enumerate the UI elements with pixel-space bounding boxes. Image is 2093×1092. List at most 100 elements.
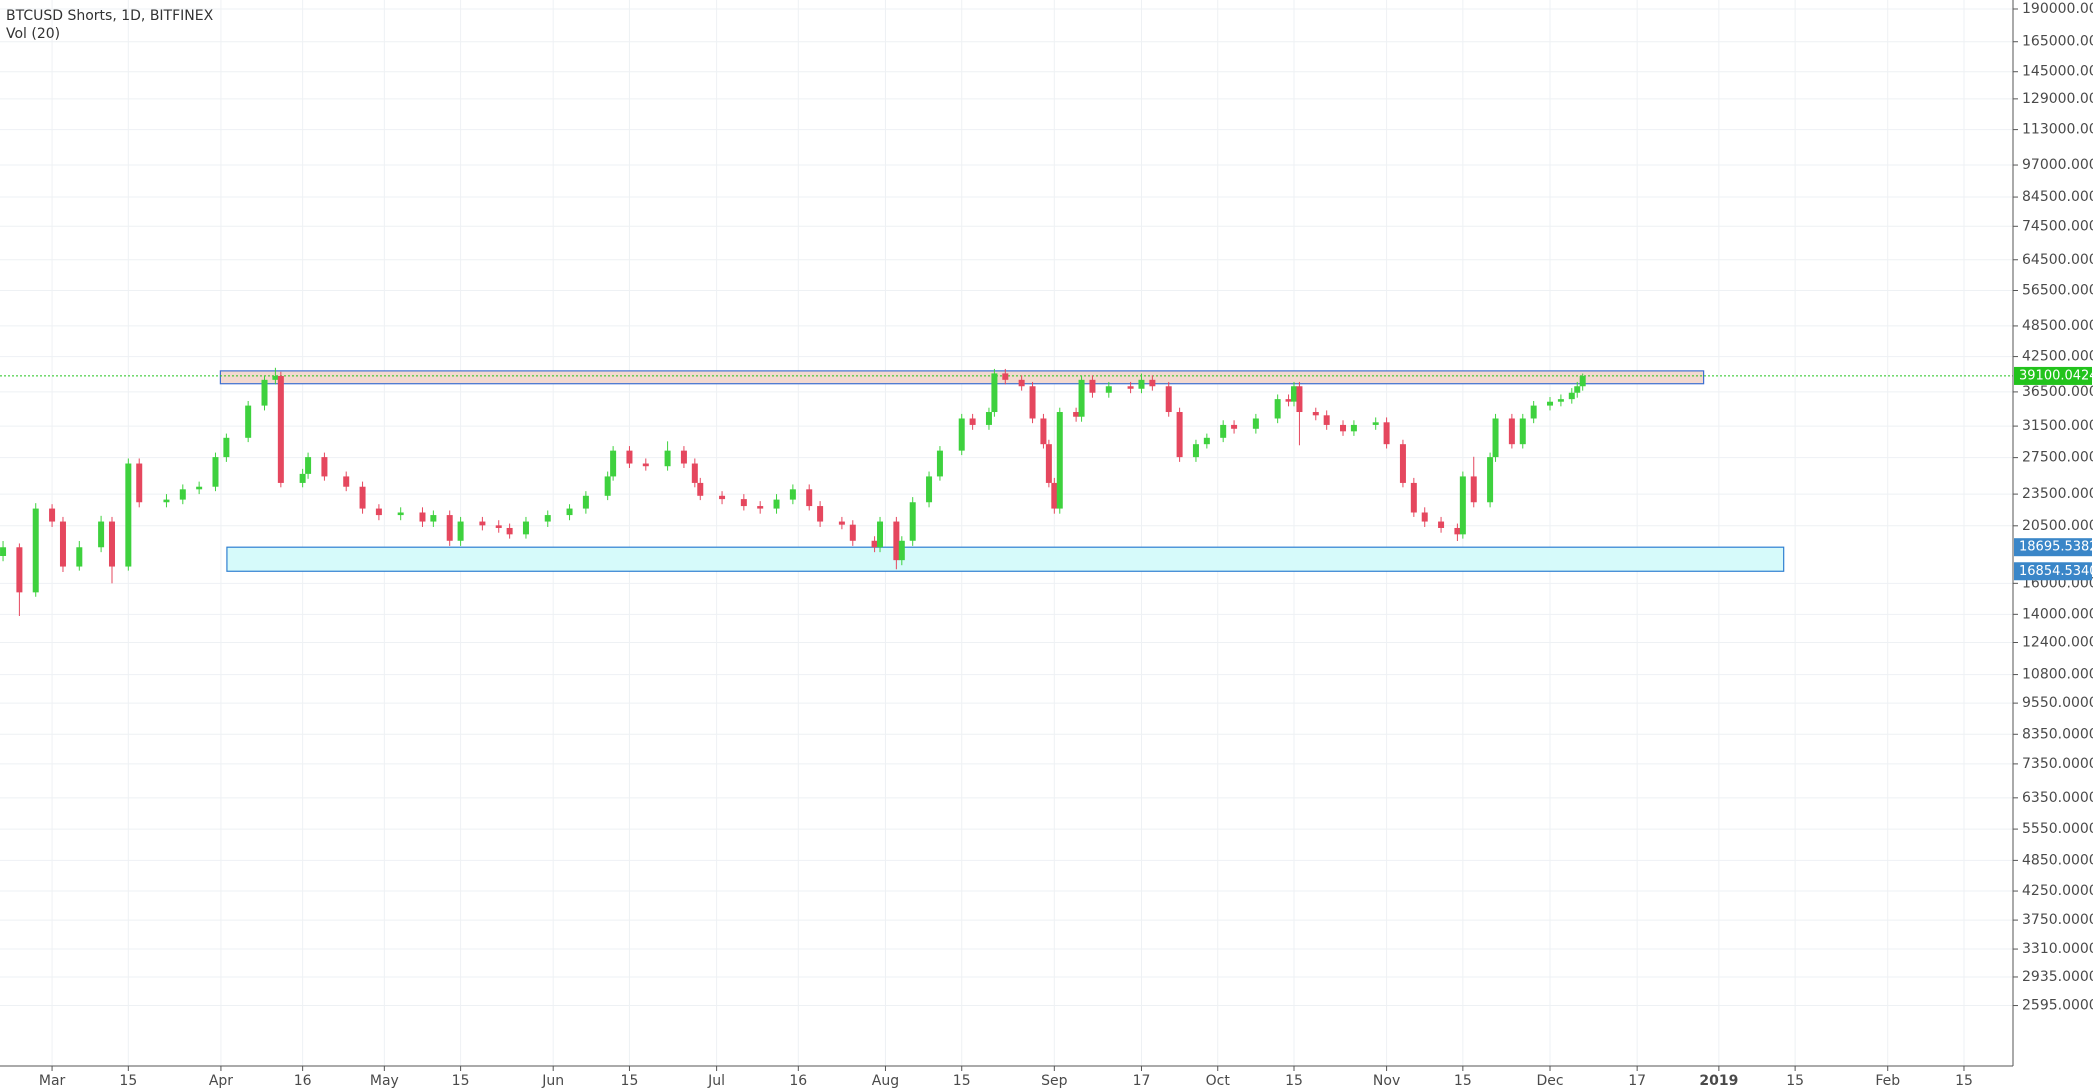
x-tick-label: 15	[621, 1073, 639, 1089]
x-tick-label: Apr	[209, 1073, 233, 1089]
candle-body	[544, 515, 551, 522]
y-tick-label: 12400.0000	[2022, 634, 2093, 650]
candle-body	[1089, 379, 1096, 393]
x-tick-label: 15	[1285, 1073, 1303, 1089]
zone-top-label-bg	[2014, 538, 2092, 557]
candle-body	[98, 521, 105, 548]
y-tick-label: 145000.0000	[2022, 64, 2093, 80]
y-tick-label: 20500.0000	[2022, 518, 2093, 534]
x-tick-label: Oct	[1206, 1073, 1231, 1089]
candle-body	[495, 525, 502, 528]
candle-body	[16, 547, 23, 593]
candle-body	[59, 521, 66, 567]
candle-body	[1002, 373, 1009, 380]
y-tick-label: 165000.0000	[2022, 34, 2093, 50]
y-tick-label: 8350.0000	[2022, 726, 2093, 742]
candle-body	[985, 412, 992, 425]
x-tick-label: 17	[1133, 1073, 1151, 1089]
zone-top-label: 18695.5382	[2019, 540, 2093, 555]
candle-body	[32, 508, 39, 593]
y-tick-label: 3310.0000	[2022, 941, 2093, 957]
candle-body	[697, 482, 704, 496]
candle-body	[1487, 457, 1494, 503]
x-tick-label: 2019	[1699, 1073, 1738, 1089]
last-price-label-bg	[2014, 366, 2092, 385]
candle-body	[740, 499, 747, 507]
x-tick-label: Sep	[1041, 1073, 1068, 1089]
zone-bottom-label: 16854.5340	[2019, 564, 2093, 579]
candle-body	[196, 486, 203, 490]
candle-body	[1350, 424, 1357, 432]
candle-body	[1274, 399, 1281, 419]
x-tick-label: 17	[1628, 1073, 1646, 1089]
candle-body	[1579, 375, 1586, 387]
candle-body	[1073, 412, 1080, 417]
candle-body	[1165, 386, 1172, 413]
y-tick-label: 190000.0000	[2022, 1, 2093, 17]
candle-body	[1530, 405, 1537, 419]
x-tick-label: Aug	[872, 1073, 899, 1089]
x-tick-label: 16	[789, 1073, 807, 1089]
x-tick-label: Jun	[541, 1073, 564, 1089]
candle-body	[1399, 444, 1406, 483]
y-tick-label: 113000.0000	[2022, 122, 2093, 138]
candle-body	[680, 450, 687, 464]
candle-body	[604, 476, 611, 496]
candle-body	[1568, 392, 1575, 400]
candle-body	[789, 489, 796, 500]
candle-body	[1029, 386, 1036, 419]
candle-body	[1508, 418, 1515, 445]
candle-body	[125, 463, 132, 567]
candle-body	[272, 375, 279, 380]
candle-body	[1192, 444, 1199, 458]
candle-body	[245, 405, 252, 438]
candle-body	[76, 547, 83, 567]
y-tick-label: 2935.0000	[2022, 969, 2093, 985]
y-tick-label: 7350.0000	[2022, 756, 2093, 772]
candle-body	[522, 521, 529, 535]
candle-body	[1312, 412, 1319, 416]
candle-body	[838, 521, 845, 525]
candle-body	[397, 512, 404, 516]
candle-body	[1492, 418, 1499, 458]
candle-body	[1290, 386, 1297, 402]
candle-body	[375, 508, 382, 516]
candle-body	[1470, 476, 1477, 503]
candle-body	[446, 515, 453, 541]
candle-body	[1149, 379, 1156, 387]
y-tick-label: 10800.0000	[2022, 667, 2093, 683]
y-tick-label: 14000.0000	[2022, 606, 2093, 622]
y-tick-label: 4850.0000	[2022, 852, 2093, 868]
candle-body	[877, 521, 884, 548]
y-tick-label: 3750.0000	[2022, 912, 2093, 928]
candle-body	[1040, 418, 1047, 445]
x-tick-label: Jul	[707, 1073, 725, 1089]
candle-body	[1383, 422, 1390, 445]
candle-body	[757, 506, 764, 509]
y-tick-label: 27500.0000	[2022, 450, 2093, 466]
x-tick-label: Feb	[1875, 1073, 1900, 1089]
candle-body	[719, 495, 726, 500]
candle-body	[1051, 482, 1058, 509]
x-tick-label: May	[370, 1073, 399, 1089]
candle-body	[430, 515, 437, 522]
y-tick-label: 2595.0000	[2022, 998, 2093, 1014]
candle-body	[1421, 512, 1428, 522]
candle-body	[457, 521, 464, 541]
y-tick-label: 42500.0000	[2022, 349, 2093, 365]
candle-body	[664, 450, 671, 467]
y-tick-label: 84500.0000	[2022, 189, 2093, 205]
candle-body	[898, 540, 905, 561]
y-tick-label: 5550.0000	[2022, 821, 2093, 837]
candle-body	[1557, 399, 1564, 402]
candle-body	[610, 450, 617, 477]
candle-body	[1252, 418, 1259, 429]
candle-body	[1438, 521, 1445, 528]
candle-body	[1519, 418, 1526, 445]
candle-body	[479, 521, 486, 526]
candle-body	[49, 508, 56, 522]
candle-body	[936, 450, 943, 477]
candle-body	[1176, 412, 1183, 458]
